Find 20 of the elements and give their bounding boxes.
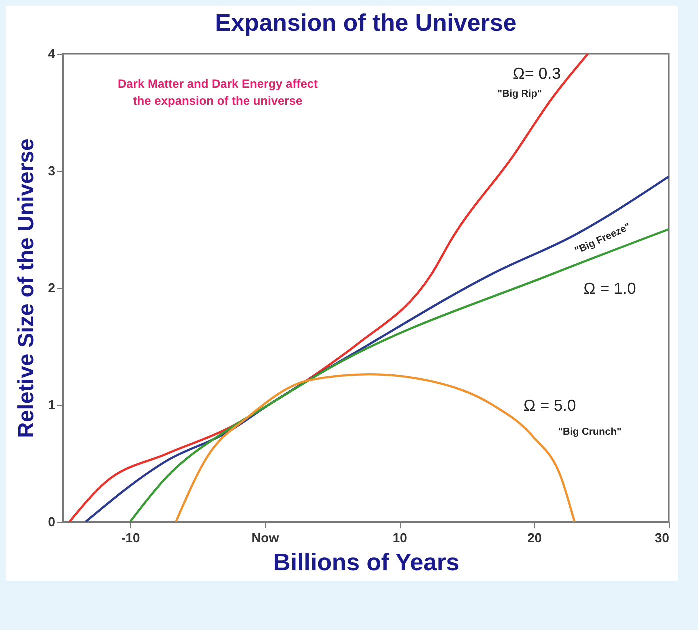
x-tick-label: 30 (655, 530, 670, 546)
x-tick-label: -10 (121, 530, 140, 546)
y-axis-title: Reletive Size of the Universe (13, 138, 38, 438)
x-tick-label: 10 (392, 530, 408, 546)
x-tick-label: 20 (528, 530, 542, 546)
annotation: "Big Crunch" (558, 427, 622, 438)
annotation: Dark Matter and Dark Energy affect the expansion of the universe (118, 77, 318, 108)
annotation: Ω= 0.3 (513, 66, 562, 83)
y-tick-label: 1 (48, 398, 56, 412)
x-axis-title: Billions of Years (273, 550, 460, 576)
chart-title: Expansion of the Universe (215, 10, 517, 37)
y-tick-label: 3 (48, 164, 56, 178)
y-tick-label: 4 (48, 46, 56, 62)
line-series (84, 176, 669, 522)
x-tick-label: Now (252, 530, 280, 546)
annotation: "Big Rip" (498, 89, 542, 100)
annotation: Ω = 1.0 (584, 281, 636, 298)
y-tick-label: 0 (48, 514, 56, 530)
y-tick-label: 2 (48, 280, 56, 296)
annotation: Ω = 5.0 (524, 398, 576, 415)
